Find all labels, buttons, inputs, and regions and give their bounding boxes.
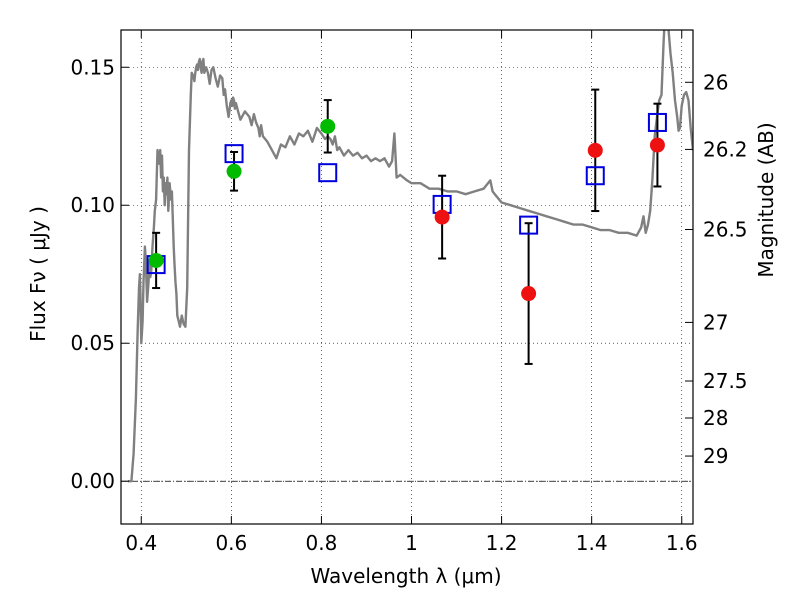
model-photometry-squares (146, 112, 667, 275)
observed-photometry-points (148, 118, 665, 302)
magnitude-tick-label: 27 (703, 310, 728, 334)
plot-frame (120, 29, 694, 525)
x-tick-label: 1 (405, 531, 418, 555)
axis-ticks (121, 30, 693, 524)
magnitude-tick-label: 26.2 (703, 137, 748, 161)
x-axis-label: Wavelength λ (μm) (310, 564, 501, 588)
magnitude-tick-label: 28 (703, 406, 728, 430)
tick-labels: 0.4 0.6 0.8 1 1.2 1.4 1.6 0.00 0.05 0.10 0.15 26 26.… (70, 55, 747, 555)
green-data-point (226, 163, 242, 179)
x-tick-label: 0.6 (215, 531, 247, 555)
magnitude-tick-label: 27.5 (703, 369, 748, 393)
grid (121, 30, 693, 524)
x-tick-label: 1.4 (576, 531, 608, 555)
x-tick-label: 0.4 (125, 531, 157, 555)
x-tick-label: 1.2 (486, 531, 518, 555)
magnitude-tick-label: 26 (703, 70, 728, 94)
error-bars (152, 88, 662, 365)
x-tick-label: 0.8 (306, 531, 338, 555)
red-data-point (434, 209, 450, 225)
magnitude-tick-label: 26.5 (703, 218, 748, 242)
green-data-point (320, 118, 336, 134)
magnitude-axis-label: Magnitude (AB) (754, 122, 778, 277)
model-spectrum-line (127, 30, 693, 483)
model-square (224, 144, 244, 164)
model-square (647, 112, 667, 132)
red-data-point (521, 286, 537, 302)
green-data-point (148, 252, 164, 268)
y-tick-label: 0.05 (70, 331, 115, 355)
y-tick-label: 0.15 (70, 55, 115, 79)
model-square (519, 215, 539, 235)
magnitude-tick-label: 29 (703, 444, 728, 468)
red-data-point (649, 137, 665, 153)
y-tick-label: 0.00 (70, 469, 115, 493)
y-tick-label: 0.10 (70, 193, 115, 217)
model-square (318, 163, 338, 183)
x-tick-label: 1.6 (666, 531, 698, 555)
y-axis-label: Flux Fν ( μJy ) (26, 206, 50, 342)
red-data-point (587, 142, 603, 158)
model-square (585, 166, 605, 186)
